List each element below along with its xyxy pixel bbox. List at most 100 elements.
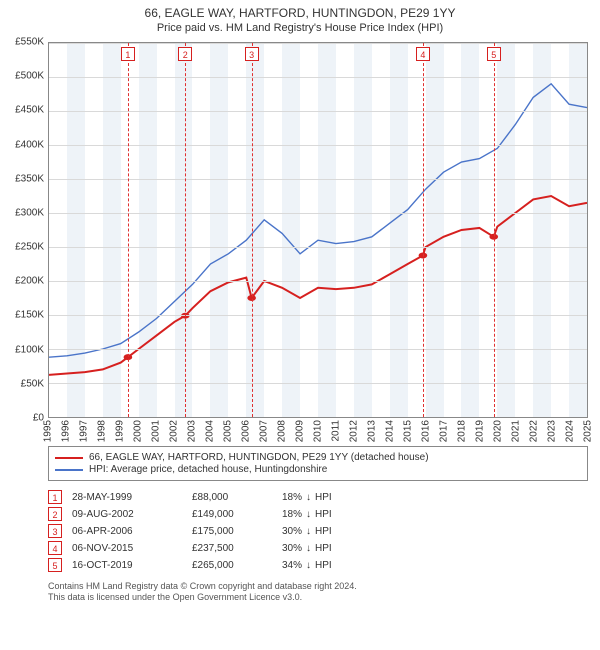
- transaction-date: 16-OCT-2019: [72, 560, 182, 571]
- transaction-delta: 18% ↓ HPI: [282, 492, 372, 503]
- x-tick-label: 2008: [277, 420, 288, 442]
- y-tick-label: £300K: [15, 207, 44, 218]
- gridline: [49, 213, 587, 214]
- transaction-price: £88,000: [192, 492, 272, 503]
- x-tick-label: 1999: [115, 420, 126, 442]
- x-tick-label: 2025: [583, 420, 594, 442]
- y-tick-label: £150K: [15, 310, 44, 321]
- x-tick-label: 2022: [529, 420, 540, 442]
- transaction-marker: 4: [48, 541, 62, 555]
- x-tick-label: 2001: [151, 420, 162, 442]
- transaction-marker: 1: [48, 490, 62, 504]
- gridline: [49, 349, 587, 350]
- transactions-table: 128-MAY-1999£88,00018% ↓ HPI209-AUG-2002…: [48, 487, 588, 575]
- transaction-delta: 34% ↓ HPI: [282, 560, 372, 571]
- legend-row: HPI: Average price, detached house, Hunt…: [55, 464, 581, 475]
- transaction-marker: 5: [48, 558, 62, 572]
- legend-swatch-property: [55, 457, 83, 459]
- chart-title-address: 66, EAGLE WAY, HARTFORD, HUNTINGDON, PE2…: [8, 6, 592, 20]
- x-tick-label: 2003: [187, 420, 198, 442]
- plot-area: 1 2 3 4 5: [48, 42, 588, 418]
- gridline: [49, 247, 587, 248]
- property-price-line: [49, 196, 587, 375]
- x-tick-label: 2010: [313, 420, 324, 442]
- transaction-price: £265,000: [192, 560, 272, 571]
- y-tick-label: £350K: [15, 173, 44, 184]
- x-tick-label: 2011: [331, 420, 342, 442]
- gridline: [49, 111, 587, 112]
- x-tick-label: 2005: [223, 420, 234, 442]
- transaction-marker: 3: [48, 524, 62, 538]
- transaction-row: 2 09-AUG-2002 £149,000 18% ↓ HPI: [48, 507, 588, 521]
- chart-area: £0£50K£100K£150K£200K£250K£300K£350K£400…: [8, 42, 592, 442]
- sale-marker-box: 2: [178, 47, 192, 61]
- transaction-date: 06-APR-2006: [72, 526, 182, 537]
- x-tick-label: 2015: [403, 420, 414, 442]
- transaction-row: 5 16-OCT-2019 £265,000 34% ↓ HPI: [48, 558, 588, 572]
- x-tick-label: 2024: [565, 420, 576, 442]
- transaction-row: 406-NOV-2015£237,50030% ↓ HPI: [48, 541, 588, 555]
- x-tick-label: 2006: [241, 420, 252, 442]
- sale-marker-line: [252, 43, 253, 417]
- gridline: [49, 77, 587, 78]
- transaction-marker: 2: [48, 507, 62, 521]
- sale-marker-box: 5: [487, 47, 501, 61]
- x-tick-label: 1995: [43, 420, 54, 442]
- gridline: [49, 281, 587, 282]
- transaction-row: 128-MAY-1999£88,00018% ↓ HPI: [48, 490, 588, 504]
- chart-titles: 66, EAGLE WAY, HARTFORD, HUNTINGDON, PE2…: [8, 6, 592, 34]
- sale-marker-box: 4: [416, 47, 430, 61]
- x-tick-label: 2009: [295, 420, 306, 442]
- x-tick-label: 2018: [457, 420, 468, 442]
- transaction-date: 06-NOV-2015: [72, 543, 182, 554]
- x-axis: 1995199619971998199920002001200220032004…: [48, 418, 588, 442]
- legend-label-hpi: HPI: Average price, detached house, Hunt…: [89, 464, 327, 475]
- y-tick-label: £50K: [21, 378, 44, 389]
- gridline: [49, 43, 587, 44]
- gridline: [49, 145, 587, 146]
- x-tick-label: 2019: [475, 420, 486, 442]
- transaction-delta: 30% ↓ HPI: [282, 526, 372, 537]
- x-tick-label: 2000: [133, 420, 144, 442]
- transaction-price: £149,000: [192, 509, 272, 520]
- down-arrow-icon: ↓: [306, 492, 311, 503]
- x-tick-label: 1998: [97, 420, 108, 442]
- y-tick-label: £450K: [15, 105, 44, 116]
- transaction-price: £175,000: [192, 526, 272, 537]
- legend-label-property: 66, EAGLE WAY, HARTFORD, HUNTINGDON, PE2…: [89, 452, 429, 463]
- chart-subtitle: Price paid vs. HM Land Registry's House …: [8, 22, 592, 34]
- x-tick-label: 2004: [205, 420, 216, 442]
- down-arrow-icon: ↓: [306, 543, 311, 554]
- gridline: [49, 315, 587, 316]
- sale-marker-line: [128, 43, 129, 417]
- x-tick-label: 1996: [61, 420, 72, 442]
- sale-marker-line: [494, 43, 495, 417]
- transaction-date: 09-AUG-2002: [72, 509, 182, 520]
- gridline: [49, 383, 587, 384]
- down-arrow-icon: ↓: [306, 509, 311, 520]
- chart-container: 66, EAGLE WAY, HARTFORD, HUNTINGDON, PE2…: [0, 0, 600, 650]
- down-arrow-icon: ↓: [306, 526, 311, 537]
- chart-legend: 66, EAGLE WAY, HARTFORD, HUNTINGDON, PE2…: [48, 446, 588, 481]
- x-tick-label: 2007: [259, 420, 270, 442]
- y-axis: £0£50K£100K£150K£200K£250K£300K£350K£400…: [8, 42, 46, 418]
- x-tick-label: 2014: [385, 420, 396, 442]
- footer-line-1: Contains HM Land Registry data © Crown c…: [48, 581, 588, 592]
- transaction-delta: 18% ↓ HPI: [282, 509, 372, 520]
- y-tick-label: £200K: [15, 276, 44, 287]
- y-tick-label: £100K: [15, 344, 44, 355]
- sale-marker-box: 1: [121, 47, 135, 61]
- sale-marker-line: [185, 43, 186, 417]
- chart-lines: [49, 43, 587, 417]
- y-tick-label: £250K: [15, 242, 44, 253]
- sale-marker-box: 3: [245, 47, 259, 61]
- chart-footer: Contains HM Land Registry data © Crown c…: [48, 581, 588, 604]
- x-tick-label: 2002: [169, 420, 180, 442]
- transaction-row: 3 06-APR-2006 £175,000 30% ↓ HPI: [48, 524, 588, 538]
- legend-swatch-hpi: [55, 469, 83, 471]
- x-tick-label: 2016: [421, 420, 432, 442]
- x-tick-label: 1997: [79, 420, 90, 442]
- x-tick-label: 2023: [547, 420, 558, 442]
- x-tick-label: 2012: [349, 420, 360, 442]
- legend-row: 66, EAGLE WAY, HARTFORD, HUNTINGDON, PE2…: [55, 452, 581, 463]
